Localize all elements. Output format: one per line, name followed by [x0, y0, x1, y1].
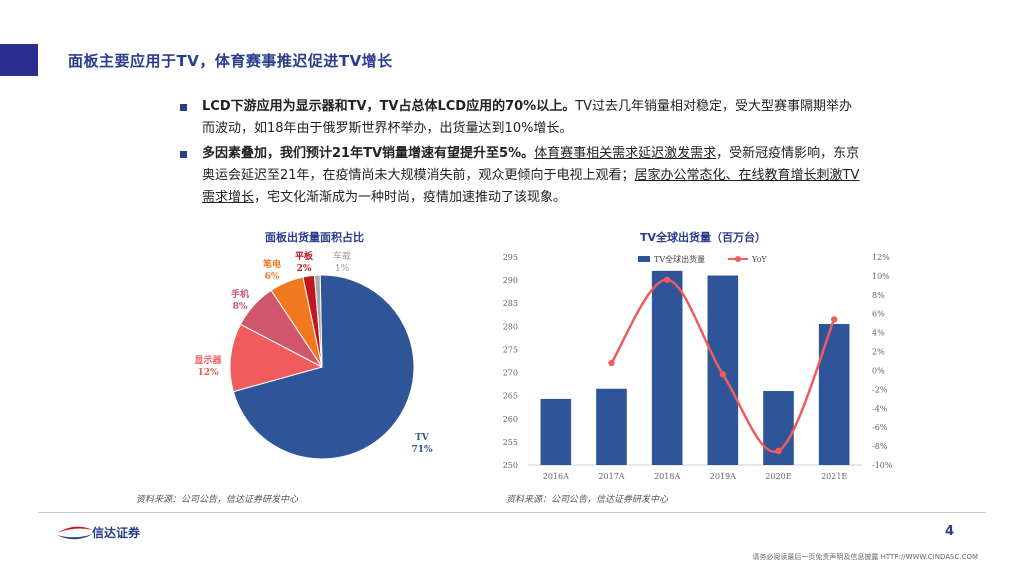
y-left-tick-label: 265	[503, 392, 518, 401]
bar-chart-title: TV全球出货量（百万台）	[640, 231, 767, 244]
pie-label-3: 手机	[231, 288, 249, 300]
pie-value-label-3: 8%	[233, 302, 248, 312]
footer-disclaimer: 请务必阅读最后一页免责声明及信息披露 HTTP://WWW.CINDASC.CO…	[752, 553, 978, 561]
yoy-point	[719, 371, 727, 378]
x-tick-label: 2021E	[821, 472, 847, 481]
y-right-tick-label: 0%	[872, 366, 885, 375]
pie-label-4: 笔电	[263, 258, 281, 270]
bullet-square-icon	[180, 151, 187, 158]
title-accent-bar	[0, 44, 38, 76]
bar-line-chart: 250 255 260 265 270 275 280 285 290 295 -10% -8% -6%…	[503, 253, 893, 481]
yoy-point	[775, 447, 782, 455]
bar-2017A	[596, 388, 627, 465]
x-tick-label: 2016A	[543, 472, 569, 481]
bullet-list: LCD下游应用为显示器和TV，TV占总体LCD应用的70%以上。TV过去几年销量…	[180, 96, 860, 212]
y-right-tick-label: 6%	[872, 310, 885, 319]
legend-bar-label: TV全球出货量	[654, 254, 705, 264]
legend-line-marker	[735, 256, 741, 262]
pie-label-1: TV	[415, 433, 430, 443]
page-title: 面板主要应用于TV，体育赛事推迟促进TV增长	[68, 52, 393, 70]
pie-label-6: 车载	[333, 250, 351, 262]
y-right-tick-label: -4%	[872, 404, 888, 413]
pie-chart: TV 71% 显示器 12% 手机 8% 笔电 6% 平板 2% 车载 1%	[194, 250, 433, 460]
y-right-tick-label: 12%	[872, 253, 890, 262]
pie-value-label-4: 6%	[265, 272, 280, 282]
legend-bar-swatch	[638, 256, 650, 262]
bar-2019A	[707, 275, 739, 465]
y-left-tick-label: 280	[503, 322, 518, 331]
pie-value-label-6: 1%	[335, 264, 350, 274]
pie-value-label-2: 12%	[197, 368, 219, 378]
yoy-point	[663, 276, 671, 283]
y-right-tick-label: -10%	[872, 461, 893, 470]
y-left-tick-label: 270	[503, 369, 518, 378]
y-right-tick-label: 2%	[872, 348, 885, 357]
y-right-tick-label: -2%	[872, 385, 888, 394]
page-number: 4	[944, 524, 954, 539]
bullet-item-2: 多因素叠加，我们预计21年TV销量增速有望提升至5%。体育赛事相关需求延迟激发需…	[180, 143, 860, 209]
company-logo-icon	[57, 526, 93, 540]
pie-label-5: 平板	[295, 250, 314, 262]
y-left-tick-label: 250	[503, 461, 518, 470]
yoy-point	[830, 316, 838, 323]
y-left-tick-label: 295	[503, 253, 518, 262]
y-left-tick-label: 260	[503, 415, 518, 424]
bullet-2-bold: 多因素叠加，我们预计21年TV销量增速有望提升至5%。	[202, 146, 535, 161]
y-left-tick-label: 255	[503, 438, 518, 447]
y-right-tick-label: -6%	[872, 423, 888, 432]
bullet-2-text: ，受新冠疫情影响，东京奥运会延迟至21年，在疫情尚未大规模消失前，观众更倾向于电…	[202, 146, 860, 183]
bullet-2-underline-1: 体育赛事相关需求延迟激发需求	[534, 146, 717, 161]
pie-value-label-1: 71%	[411, 445, 433, 455]
footer-logo-text: 信达证券	[92, 526, 141, 540]
yoy-point	[608, 359, 615, 367]
pie-chart-title: 面板出货量面积占比	[265, 231, 364, 244]
bullet-1-text: TV过去几年销量相对稳定，受大型赛事隔期举办而波动，如18年由于俄罗斯世界杯举办…	[202, 99, 853, 136]
bullet-2-underline-2: 居家办公常态化、在线教育增长刺激TV需求增长	[202, 168, 860, 205]
y-right-tick-label: 8%	[872, 291, 885, 300]
y-right-tick-label: 10%	[872, 272, 890, 281]
bar-2018A	[651, 270, 683, 465]
x-tick-label: 2018A	[654, 472, 680, 481]
y-left-tick-label: 275	[503, 345, 518, 354]
bullet-square-icon	[180, 104, 187, 111]
pie-label-2: 显示器	[194, 355, 222, 366]
pie-slice-2	[229, 323, 324, 393]
bar-2016A	[540, 398, 572, 465]
pie-value-label-5: 2%	[297, 264, 312, 274]
footer-divider	[38, 512, 986, 513]
chart-legend: TV全球出货量 YoY	[638, 254, 767, 264]
y-left-tick-label: 285	[503, 299, 518, 308]
pie-slice-6	[313, 274, 323, 368]
bar-source: 资料来源：公司公告，信达证券研发中心	[506, 495, 669, 505]
legend-line-label: YoY	[751, 255, 767, 264]
bar-2021E	[818, 324, 850, 465]
bullet-item-1: LCD下游应用为显示器和TV，TV占总体LCD应用的70%以上。TV过去几年销量…	[180, 96, 860, 140]
x-tick-label: 2019A	[710, 472, 736, 481]
x-tick-label: 2020E	[765, 472, 791, 481]
pie-source: 资料来源：公司公告，信达证券研发中心	[136, 495, 299, 505]
y-right-tick-label: -8%	[872, 442, 888, 451]
bullet-2-end: ，宅文化渐渐成为一种时尚，疫情加速推动了该现象。	[254, 190, 567, 205]
x-tick-label: 2017A	[598, 472, 624, 481]
y-left-tick-label: 290	[503, 276, 518, 285]
bullet-1-bold: LCD下游应用为显示器和TV，TV占总体LCD应用的70%以上。	[202, 99, 576, 114]
y-right-tick-label: 4%	[872, 329, 885, 338]
pie-slice-1	[232, 274, 415, 460]
